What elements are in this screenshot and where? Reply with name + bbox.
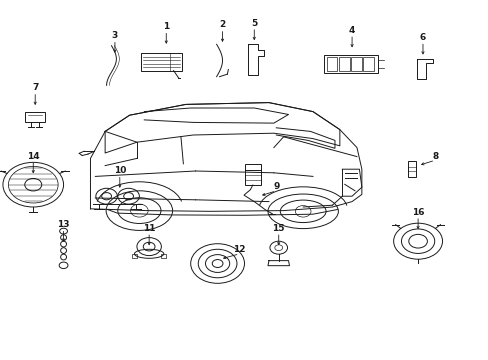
- Text: 10: 10: [113, 166, 126, 175]
- Text: 15: 15: [272, 224, 285, 233]
- Text: 1: 1: [163, 22, 169, 31]
- Bar: [338, 57, 349, 71]
- Text: 16: 16: [411, 207, 424, 216]
- Text: 9: 9: [272, 182, 279, 191]
- Bar: [25, 112, 45, 122]
- Text: 12: 12: [233, 246, 245, 254]
- Bar: [350, 57, 361, 71]
- Text: 2: 2: [219, 20, 225, 29]
- Bar: [363, 57, 373, 71]
- Text: 3: 3: [112, 31, 118, 40]
- Text: 4: 4: [348, 26, 355, 35]
- Bar: [326, 57, 337, 71]
- Text: 14: 14: [27, 152, 40, 161]
- Text: 6: 6: [419, 33, 425, 42]
- Bar: [244, 164, 260, 185]
- Text: 5: 5: [251, 18, 257, 27]
- Bar: [132, 254, 137, 258]
- Text: 8: 8: [431, 152, 437, 161]
- Bar: [407, 161, 415, 177]
- Text: 11: 11: [142, 224, 155, 233]
- Bar: [141, 53, 182, 71]
- Bar: [324, 55, 377, 73]
- Text: 7: 7: [32, 83, 39, 92]
- Bar: [161, 254, 166, 258]
- Text: 13: 13: [57, 220, 70, 229]
